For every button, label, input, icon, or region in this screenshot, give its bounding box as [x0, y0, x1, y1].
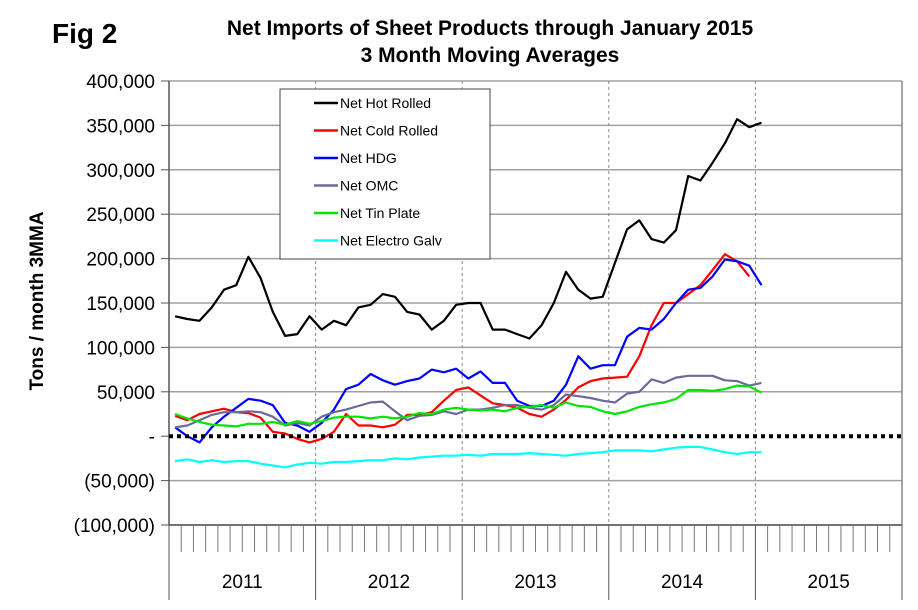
legend-item: Net Tin Plate: [314, 205, 420, 221]
figure-label: Fig 2: [52, 18, 118, 49]
legend-label: Net HDG: [340, 150, 397, 166]
legend-box: [279, 88, 491, 260]
y-tick-label: 400,000: [86, 72, 155, 93]
chart-title: Net Imports of Sheet Products through Ja…: [170, 15, 810, 69]
grid-lines: [169, 80, 902, 526]
y-tick-label: 350,000: [86, 116, 155, 137]
x-axis: 2011 2012 2013 2014 2015: [168, 525, 903, 600]
x-tick-label: 2012: [368, 572, 410, 593]
y-tick-label: 200,000: [86, 250, 155, 271]
legend-label: Net Tin Plate: [340, 205, 420, 221]
legend-item: Net HDG: [314, 150, 397, 166]
y-tick-label: (100,000): [74, 516, 155, 537]
series-net-hot-rolled-line: [174, 118, 762, 340]
chart-title-main: Net Imports of Sheet Products through Ja…: [226, 17, 754, 40]
x-tick-label: 2014: [661, 572, 704, 593]
series-lines: [169, 118, 902, 469]
y-tick-label: 300,000: [86, 161, 155, 182]
legend-label: Net Electro Galv: [340, 233, 442, 249]
y-ticks: 400,000 350,000 300,000 250,000 200,000 150,0…: [74, 72, 169, 537]
y-tick-label: 50,000: [97, 383, 155, 404]
x-tick-label: 2011: [222, 572, 263, 593]
legend-item: Net Cold Rolled: [314, 123, 438, 139]
legend-item: Net OMC: [314, 178, 398, 194]
series-net-cold-rolled-line: [174, 253, 751, 444]
x-tick-label: 2015: [808, 572, 850, 593]
legend-item: Net Electro Galv: [314, 233, 442, 249]
chart-subtitle: 3 Month Moving Averages: [360, 44, 620, 67]
series-net-electro-galv-line: [174, 445, 762, 469]
y-tick-label: 250,000: [86, 205, 155, 226]
series-net-hdg-line: [174, 258, 763, 444]
legend: Net Hot Rolled Net Cold Rolled Net HDG Net …: [279, 88, 491, 260]
y-tick-label: -: [149, 427, 155, 448]
legend-label: Net OMC: [340, 178, 398, 194]
legend-label: Net Cold Rolled: [340, 123, 438, 139]
y-tick-label: 150,000: [86, 294, 155, 315]
x-tick-label: 2013: [514, 572, 556, 593]
legend-label: Net Hot Rolled: [340, 95, 431, 111]
y-tick-label: 100,000: [86, 338, 155, 359]
legend-item: Net Hot Rolled: [314, 95, 431, 111]
y-tick-label: (50,000): [84, 472, 155, 493]
series-net-tin-plate-line: [174, 384, 762, 428]
